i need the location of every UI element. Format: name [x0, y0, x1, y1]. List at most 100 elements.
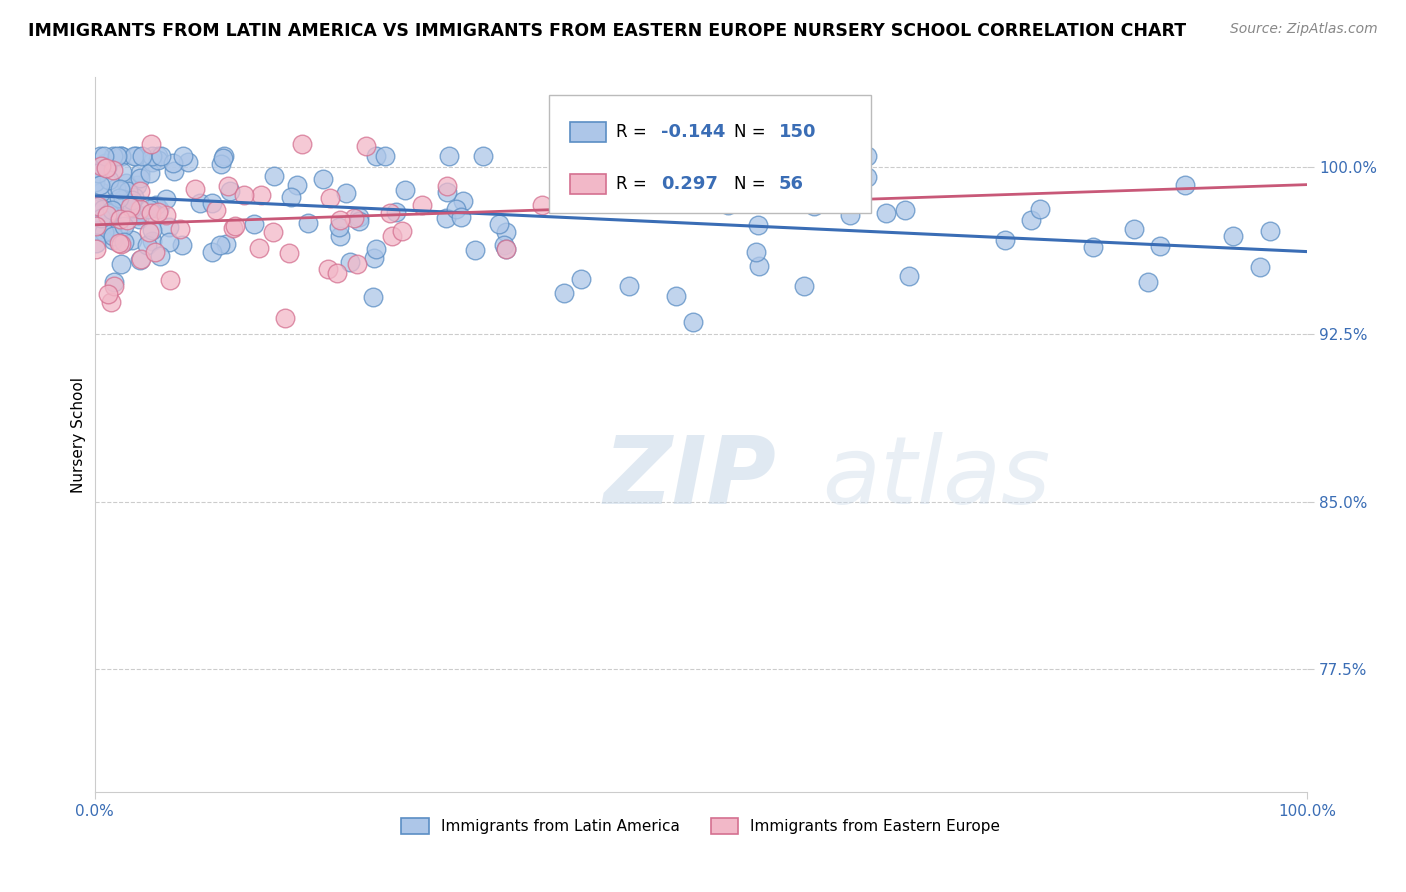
Point — [125, 178, 148, 192]
Point — [274, 310, 297, 325]
Point — [391, 224, 413, 238]
Point — [262, 225, 284, 239]
Point — [104, 180, 127, 194]
Text: IMMIGRANTS FROM LATIN AMERICA VS IMMIGRANTS FROM EASTERN EUROPE NURSERY SCHOOL C: IMMIGRANTS FROM LATIN AMERICA VS IMMIGRA… — [28, 22, 1187, 40]
Point — [159, 273, 181, 287]
Point — [1222, 228, 1244, 243]
Point — [682, 315, 704, 329]
Point — [1149, 239, 1171, 253]
Point — [107, 221, 129, 235]
Point — [172, 148, 194, 162]
Point — [232, 187, 254, 202]
Point — [319, 191, 342, 205]
Point — [1019, 213, 1042, 227]
Point — [665, 289, 688, 303]
Point — [285, 178, 308, 192]
Text: Source: ZipAtlas.com: Source: ZipAtlas.com — [1230, 22, 1378, 37]
Point — [464, 244, 486, 258]
Point — [103, 276, 125, 290]
Point — [93, 225, 115, 239]
Point — [208, 238, 231, 252]
Point — [342, 211, 364, 225]
Point — [127, 207, 149, 221]
Point — [894, 202, 917, 217]
Point — [131, 252, 153, 266]
Point — [451, 194, 474, 209]
Point — [374, 148, 396, 162]
Point — [138, 225, 160, 239]
Point — [100, 225, 122, 239]
Point — [553, 285, 575, 300]
Point — [112, 219, 135, 233]
Point — [437, 148, 460, 162]
Point — [1122, 222, 1144, 236]
Point — [855, 148, 877, 162]
Point — [488, 217, 510, 231]
Point — [96, 287, 118, 301]
Point — [157, 235, 180, 250]
Point — [139, 166, 162, 180]
Point — [131, 148, 153, 162]
Point — [96, 208, 118, 222]
FancyBboxPatch shape — [550, 95, 870, 213]
Point — [436, 178, 458, 193]
Point — [90, 185, 112, 199]
Point — [222, 221, 245, 235]
Point — [329, 228, 352, 243]
Point — [472, 148, 495, 162]
Point — [97, 206, 120, 220]
Point — [84, 175, 107, 189]
Point — [96, 160, 118, 174]
Point — [434, 211, 457, 225]
Text: N =: N = — [734, 175, 770, 193]
Point — [136, 238, 159, 252]
Text: 56: 56 — [779, 175, 803, 193]
Point — [110, 182, 132, 196]
Point — [111, 165, 134, 179]
Point — [114, 176, 136, 190]
Point — [495, 242, 517, 256]
Point — [495, 242, 517, 256]
Point — [689, 137, 711, 152]
Point — [1137, 275, 1160, 289]
Point — [827, 167, 849, 181]
Point — [363, 251, 385, 265]
Point — [450, 210, 472, 224]
Point — [793, 279, 815, 293]
Point — [139, 137, 162, 152]
Point — [250, 188, 273, 202]
Point — [218, 184, 240, 198]
Point — [748, 259, 770, 273]
Point — [381, 229, 404, 244]
Point — [1081, 240, 1104, 254]
Point — [141, 223, 163, 237]
Point — [89, 148, 111, 162]
Point — [145, 198, 167, 212]
Point — [316, 262, 339, 277]
Point — [141, 155, 163, 169]
Point — [354, 138, 377, 153]
Point — [184, 182, 207, 196]
Point — [91, 202, 114, 217]
Text: R =: R = — [616, 175, 652, 193]
Point — [347, 211, 370, 225]
Point — [329, 213, 352, 227]
Point — [155, 192, 177, 206]
Point — [110, 149, 132, 163]
Point — [83, 200, 105, 214]
Point — [215, 237, 238, 252]
Point — [1249, 260, 1271, 275]
Point — [121, 233, 143, 247]
Point — [122, 148, 145, 162]
Point — [1174, 178, 1197, 192]
Point — [121, 202, 143, 216]
Point — [745, 245, 768, 260]
Point — [100, 295, 122, 310]
Point — [110, 148, 132, 162]
Point — [141, 148, 163, 162]
Point — [436, 186, 458, 200]
Point — [128, 171, 150, 186]
Point — [148, 202, 170, 217]
Point — [124, 190, 146, 204]
Point — [129, 202, 152, 216]
